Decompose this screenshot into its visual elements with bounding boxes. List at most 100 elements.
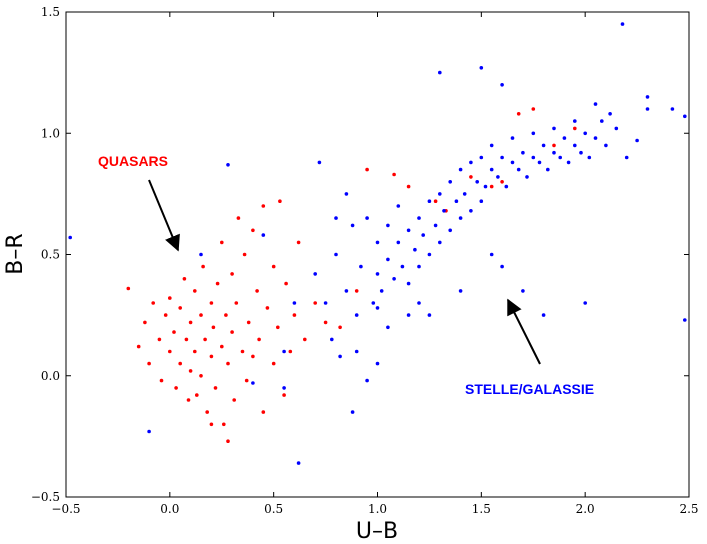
data-point-blue	[448, 228, 453, 233]
data-point-red	[143, 320, 147, 325]
data-point-red	[220, 344, 224, 349]
y-tick-label: 0.5	[41, 248, 60, 262]
data-point-blue	[614, 126, 619, 131]
data-point-blue	[292, 301, 297, 305]
data-point-red	[178, 361, 182, 366]
data-point-red	[354, 289, 359, 293]
data-point-red	[246, 320, 251, 325]
data-point-red	[282, 393, 286, 397]
data-point-red	[392, 172, 396, 177]
data-point-blue	[500, 83, 504, 87]
data-point-blue	[573, 119, 577, 123]
data-point-red	[168, 296, 172, 300]
data-point-blue	[375, 306, 380, 310]
data-point-blue	[400, 264, 405, 269]
data-point-blue	[386, 223, 390, 228]
data-point-blue	[313, 272, 318, 276]
data-point-blue	[375, 361, 380, 366]
data-point-red	[240, 349, 245, 354]
data-point-blue	[593, 136, 598, 140]
data-point-blue	[500, 155, 504, 160]
y-tick-label: 0.0	[41, 369, 60, 383]
data-point-red	[271, 264, 276, 269]
data-point-red	[157, 337, 162, 342]
data-point-red	[209, 354, 214, 359]
data-point-blue	[282, 349, 286, 354]
data-point-red	[303, 337, 307, 342]
data-point-red	[500, 180, 504, 184]
data-point-blue	[282, 386, 286, 390]
data-point-blue	[566, 160, 571, 165]
data-point-blue	[521, 289, 525, 293]
data-point-blue	[406, 228, 411, 233]
data-point-blue	[516, 167, 521, 172]
data-point-blue	[386, 257, 390, 262]
data-point-red	[199, 374, 203, 378]
data-point-blue	[469, 160, 473, 165]
data-point-blue	[251, 381, 255, 385]
data-point-blue	[583, 131, 587, 136]
data-point-red	[276, 325, 280, 330]
data-point-blue	[350, 223, 355, 228]
data-point-red	[261, 204, 266, 208]
data-point-blue	[417, 264, 421, 269]
data-point-red	[230, 272, 234, 276]
data-point-red	[193, 349, 197, 354]
data-point-blue	[392, 277, 396, 281]
axis-ticks: −0.5 0.0 0.5 1.0 1.5 2.0 2.5 −0.5 0.0 0.5 1.0 1.5	[31, 5, 699, 516]
data-point-blue	[413, 247, 417, 252]
data-point-blue	[558, 155, 562, 160]
data-point-red	[213, 386, 218, 390]
data-point-blue	[261, 233, 266, 237]
data-point-blue	[670, 107, 675, 111]
data-point-blue	[552, 126, 556, 131]
data-point-red	[489, 184, 494, 189]
data-point-red	[172, 330, 176, 334]
data-point-blue	[354, 313, 359, 317]
data-point-blue	[458, 216, 463, 220]
data-point-blue	[469, 209, 473, 213]
y-tick-label: 1.5	[41, 5, 60, 19]
data-point-blue	[406, 281, 411, 286]
data-point-blue	[317, 160, 322, 165]
y-axis-label: B–R	[3, 233, 28, 274]
data-point-red	[193, 289, 197, 293]
data-point-red	[257, 337, 261, 342]
data-point-red	[195, 393, 199, 397]
x-tick-label: 0.0	[160, 502, 179, 516]
data-point-blue	[427, 252, 432, 257]
data-point-blue	[541, 313, 546, 317]
data-point-red	[552, 143, 556, 148]
data-point-red	[516, 112, 521, 116]
data-point-red	[174, 386, 178, 390]
data-point-blue	[500, 264, 504, 269]
data-point-blue	[510, 160, 515, 165]
data-point-blue	[624, 155, 629, 160]
data-point-blue	[417, 216, 421, 220]
data-point-blue	[396, 240, 401, 245]
data-point-red	[234, 301, 239, 305]
x-tick-label: 2.5	[679, 502, 698, 516]
data-point-blue	[454, 199, 459, 203]
data-point-blue	[359, 264, 363, 269]
data-point-blue	[462, 192, 467, 196]
data-point-blue	[323, 301, 328, 305]
data-point-blue	[365, 378, 369, 383]
data-point-red	[178, 306, 182, 310]
data-point-red	[151, 301, 155, 305]
data-point-blue	[365, 216, 369, 220]
data-point-blue	[350, 410, 355, 414]
data-point-blue	[600, 119, 604, 123]
data-point-red	[292, 313, 297, 317]
data-point-blue	[433, 223, 438, 228]
data-point-blue	[344, 192, 349, 196]
data-point-blue	[562, 136, 567, 140]
data-point-blue	[645, 107, 650, 111]
data-point-blue	[475, 180, 480, 184]
data-point-blue	[458, 289, 463, 293]
data-point-red	[313, 301, 318, 305]
data-point-blue	[375, 272, 380, 276]
data-point-blue	[199, 252, 203, 257]
data-point-red	[203, 337, 207, 342]
x-tick-label: 1.0	[368, 502, 387, 516]
